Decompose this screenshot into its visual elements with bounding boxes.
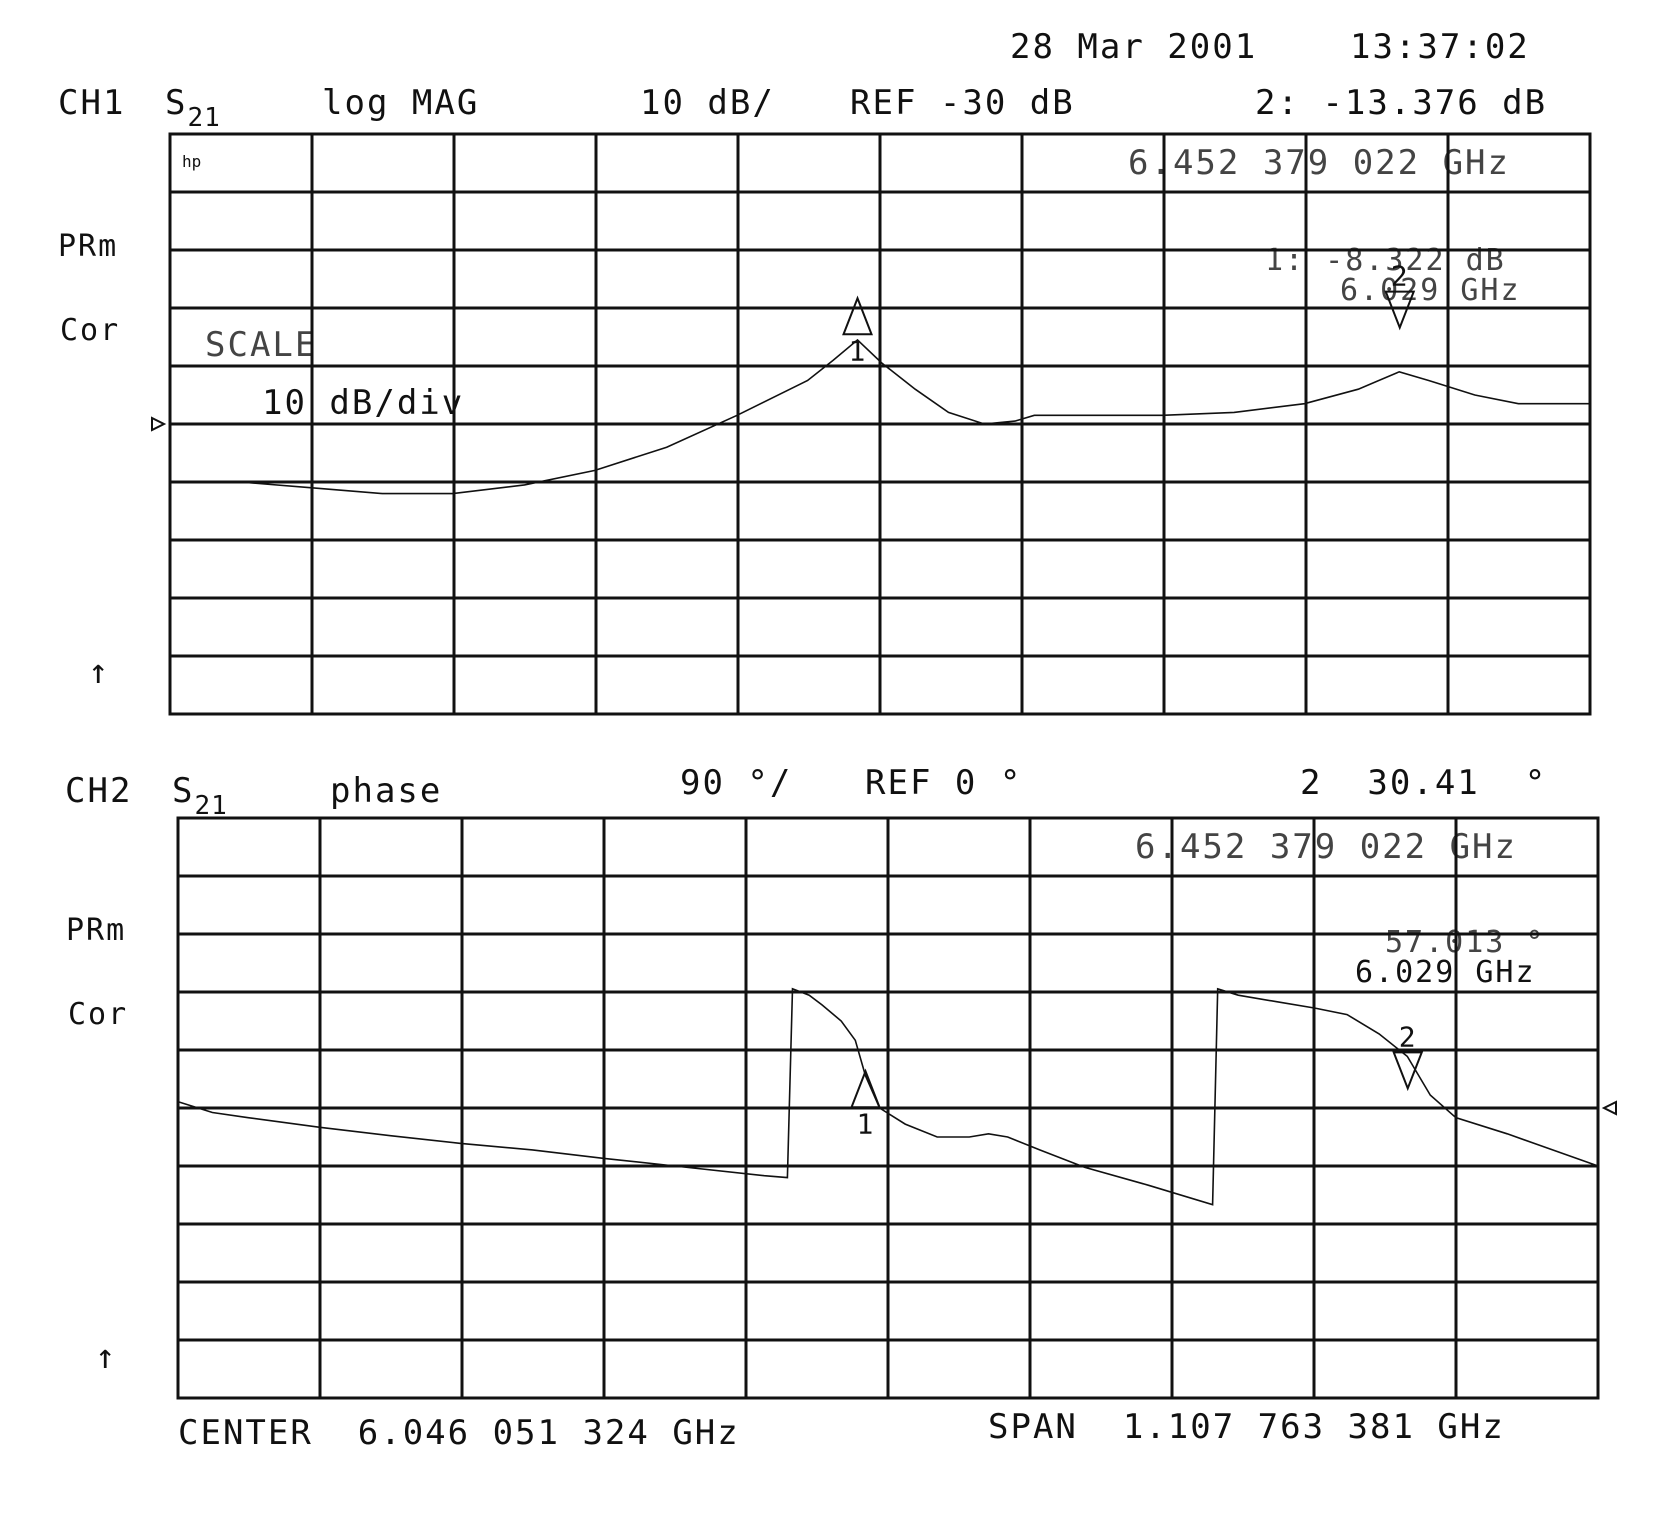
ch1-scale-box-title: SCALE (205, 325, 318, 365)
ch2-scale: 90 °/ (680, 763, 793, 803)
ch1-parameter: S21 (165, 83, 221, 131)
ch2-frame (176, 816, 1600, 1400)
ch1-trace (240, 338, 1591, 495)
ch1-param-main: S (165, 83, 188, 123)
ch1-format: log MAG (322, 83, 480, 123)
ch2-prm-annotation: PRm (66, 913, 127, 948)
ch2-marker-2-label: 2 (1399, 1020, 1416, 1053)
ch1-ref: REF -30 dB (850, 83, 1075, 123)
ch1-hp-logo: hp (182, 152, 202, 171)
ch1-scale: 10 dB/ (640, 83, 775, 123)
ch2-marker1-freq: 6.029 GHz (1355, 955, 1536, 990)
ch2-parameter: S21 (172, 771, 228, 819)
ch2-ref: REF 0 ° (865, 763, 1023, 803)
ch2-param-main: S (172, 771, 195, 811)
ch1-marker-1-label: 1 (849, 334, 866, 367)
ch1-reference-pointer-icon (151, 416, 167, 432)
ch2-format: phase (330, 771, 443, 811)
ch1-marker-readout: 2: -13.376 dB (1255, 83, 1548, 123)
date-text: 28 Mar 2001 (1010, 27, 1258, 67)
ch2-param-sub: 21 (194, 791, 228, 821)
ch2-grid (178, 818, 1598, 1398)
ch2-plot: 12 (176, 816, 1617, 1400)
ch1-param-sub: 21 (187, 103, 221, 133)
ch1-marker-freq: 6.452 379 022 GHz (1128, 143, 1510, 183)
ch2-trace (177, 987, 1599, 1206)
ch1-plot: 12 (151, 132, 1592, 716)
ch1-marker-2-icon (1384, 290, 1416, 331)
time-text: 13:37:02 (1350, 27, 1530, 67)
ch2-arrow-icon: ↑ (95, 1337, 118, 1377)
ch1-cor-annotation: Cor (60, 313, 121, 348)
ch1-marker-1-icon (842, 295, 873, 336)
ch2-marker-readout: 2 30.41 ° (1300, 763, 1548, 803)
ch2-marker-1-icon (850, 1068, 881, 1109)
ch1-arrow-icon: ↑ (88, 652, 111, 692)
ch1-marker-2-label: 2 (1391, 260, 1408, 293)
ch1-markers: 12 (842, 260, 1416, 367)
ch1-scale-box-value: 10 dB/div (262, 383, 465, 423)
ch1-prm-annotation: PRm (58, 229, 119, 264)
ch2-marker-2-icon (1392, 1051, 1424, 1092)
span-frequency: SPAN 1.107 763 381 GHz (988, 1407, 1505, 1447)
ch2-marker-1-label: 1 (857, 1107, 874, 1140)
ch1-channel-label: CH1 (58, 83, 126, 123)
ch2-marker-freq: 6.452 379 022 GHz (1135, 827, 1517, 867)
ch1-grid (170, 134, 1590, 714)
ch2-cor-annotation: Cor (68, 997, 129, 1032)
center-frequency: CENTER 6.046 051 324 GHz (178, 1413, 740, 1453)
ch2-reference-pointer-icon (1601, 1100, 1617, 1116)
ch1-frame (168, 132, 1592, 716)
ch2-channel-label: CH2 (65, 771, 133, 811)
ch2-markers: 12 (850, 1020, 1424, 1140)
